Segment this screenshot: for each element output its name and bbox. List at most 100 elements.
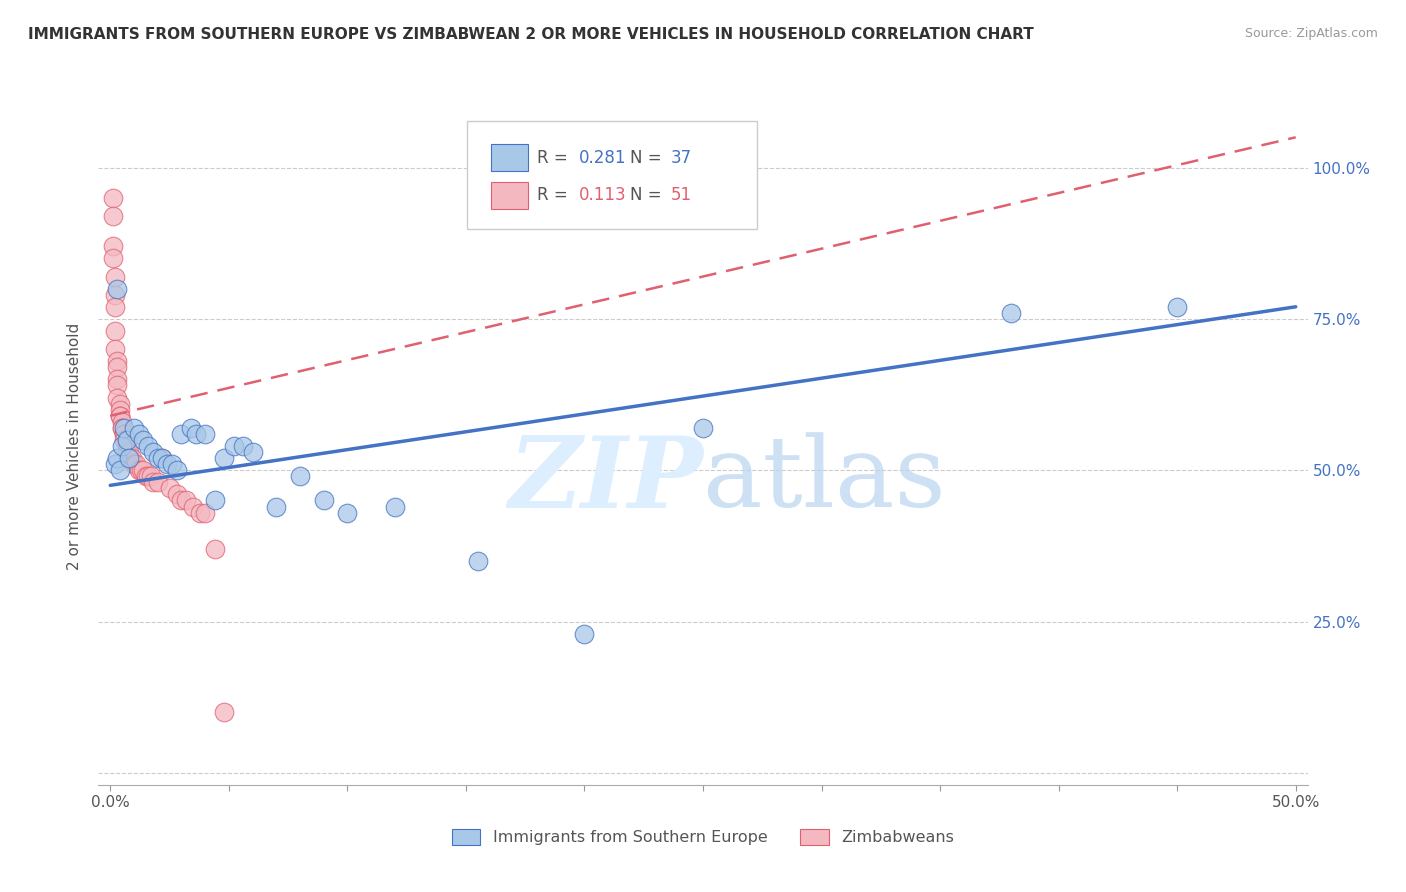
Text: 37: 37 <box>671 149 692 167</box>
Point <box>104 324 127 338</box>
Text: ZIP: ZIP <box>508 432 703 528</box>
Point <box>152 451 174 466</box>
Point <box>204 541 226 556</box>
Point <box>574 626 596 640</box>
Point <box>128 463 150 477</box>
Text: N =: N = <box>630 186 668 204</box>
Point <box>129 463 152 477</box>
Point <box>159 482 181 496</box>
Point <box>174 493 197 508</box>
Point <box>1000 306 1022 320</box>
Point <box>146 475 169 490</box>
FancyBboxPatch shape <box>467 120 758 229</box>
Point <box>232 439 254 453</box>
Point <box>312 493 335 508</box>
Point <box>105 372 128 386</box>
Point <box>146 451 169 466</box>
Y-axis label: 2 or more Vehicles in Household: 2 or more Vehicles in Household <box>67 322 83 570</box>
Point <box>111 421 134 435</box>
Point <box>692 421 714 435</box>
Point <box>114 426 136 441</box>
Point <box>115 439 138 453</box>
Point <box>184 426 207 441</box>
Point <box>104 342 127 356</box>
Text: 0.113: 0.113 <box>578 186 626 204</box>
Point <box>190 506 212 520</box>
Point <box>118 451 141 466</box>
Text: 51: 51 <box>671 186 692 204</box>
Point <box>105 282 128 296</box>
Point <box>166 463 188 477</box>
Point <box>108 409 131 423</box>
Point <box>132 463 155 477</box>
Point <box>111 421 134 435</box>
Point <box>111 415 134 429</box>
FancyBboxPatch shape <box>492 182 527 209</box>
Text: R =: R = <box>537 186 574 204</box>
Point <box>101 191 124 205</box>
Point <box>336 506 359 520</box>
Text: IMMIGRANTS FROM SOUTHERN EUROPE VS ZIMBABWEAN 2 OR MORE VEHICLES IN HOUSEHOLD CO: IMMIGRANTS FROM SOUTHERN EUROPE VS ZIMBA… <box>28 27 1033 42</box>
Point <box>104 300 127 314</box>
Point <box>101 209 124 223</box>
Point <box>242 445 264 459</box>
Point <box>222 439 245 453</box>
Point <box>194 506 217 520</box>
Point <box>115 433 138 447</box>
Point <box>105 360 128 375</box>
Point <box>212 706 235 720</box>
Point <box>135 469 157 483</box>
Point <box>108 396 131 410</box>
Point <box>132 433 155 447</box>
Point <box>122 457 145 471</box>
Point <box>204 493 226 508</box>
Point <box>101 252 124 266</box>
Point <box>142 445 165 459</box>
Point <box>136 469 159 483</box>
Point <box>384 500 406 514</box>
Point <box>114 426 136 441</box>
Text: 0.281: 0.281 <box>578 149 626 167</box>
Point <box>118 445 141 459</box>
Point <box>128 426 150 441</box>
Point <box>152 451 174 466</box>
Point <box>115 445 138 459</box>
Point <box>101 239 124 253</box>
Point <box>114 433 136 447</box>
Legend: Immigrants from Southern Europe, Zimbabweans: Immigrants from Southern Europe, Zimbabw… <box>446 822 960 852</box>
Point <box>105 378 128 392</box>
Text: N =: N = <box>630 149 668 167</box>
Point <box>104 287 127 301</box>
Point <box>105 354 128 368</box>
Point <box>121 451 143 466</box>
Point <box>264 500 287 514</box>
Point <box>122 421 145 435</box>
Text: atlas: atlas <box>703 432 946 528</box>
Point <box>105 391 128 405</box>
Point <box>114 421 136 435</box>
Point <box>108 463 131 477</box>
Point <box>467 554 489 568</box>
FancyBboxPatch shape <box>492 145 527 171</box>
Point <box>180 421 202 435</box>
Point <box>288 469 311 483</box>
Point <box>139 469 162 483</box>
Point <box>181 500 204 514</box>
Point <box>111 439 134 453</box>
Point <box>104 269 127 284</box>
Point <box>170 493 193 508</box>
Point <box>1166 300 1188 314</box>
Text: R =: R = <box>537 149 574 167</box>
Point <box>142 475 165 490</box>
Point <box>170 426 193 441</box>
Point <box>108 409 131 423</box>
Point <box>105 451 128 466</box>
Point <box>115 433 138 447</box>
Text: Source: ZipAtlas.com: Source: ZipAtlas.com <box>1244 27 1378 40</box>
Point <box>108 402 131 417</box>
Point <box>122 457 145 471</box>
Point <box>166 487 188 501</box>
Point <box>212 451 235 466</box>
Point <box>118 451 141 466</box>
Point <box>104 457 127 471</box>
